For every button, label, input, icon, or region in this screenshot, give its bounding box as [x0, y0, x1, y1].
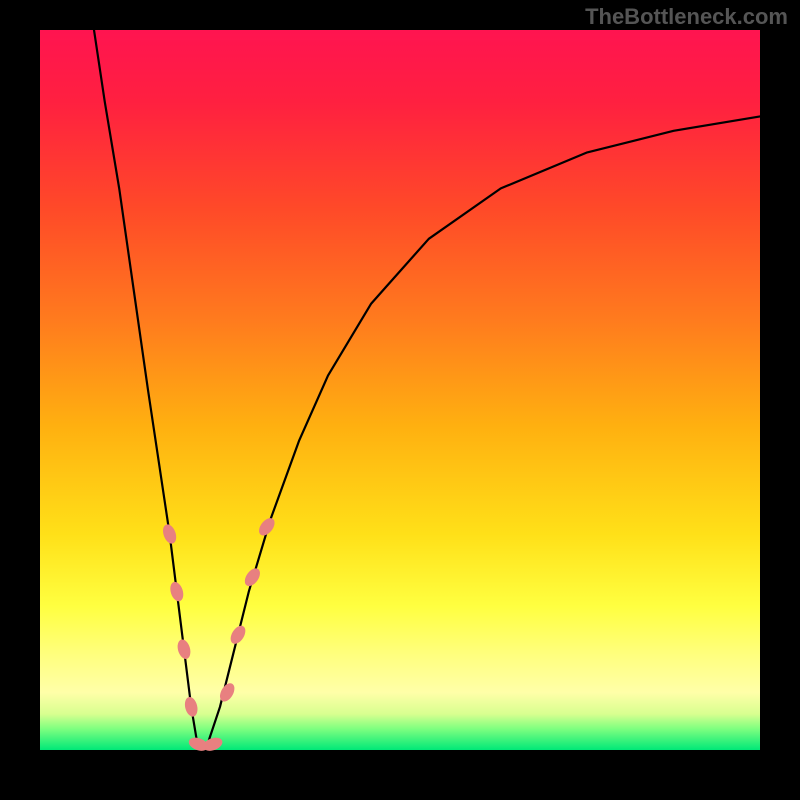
chart-container: TheBottleneck.com — [0, 0, 800, 800]
watermark-text: TheBottleneck.com — [585, 4, 788, 30]
bottleneck-chart — [0, 0, 800, 800]
